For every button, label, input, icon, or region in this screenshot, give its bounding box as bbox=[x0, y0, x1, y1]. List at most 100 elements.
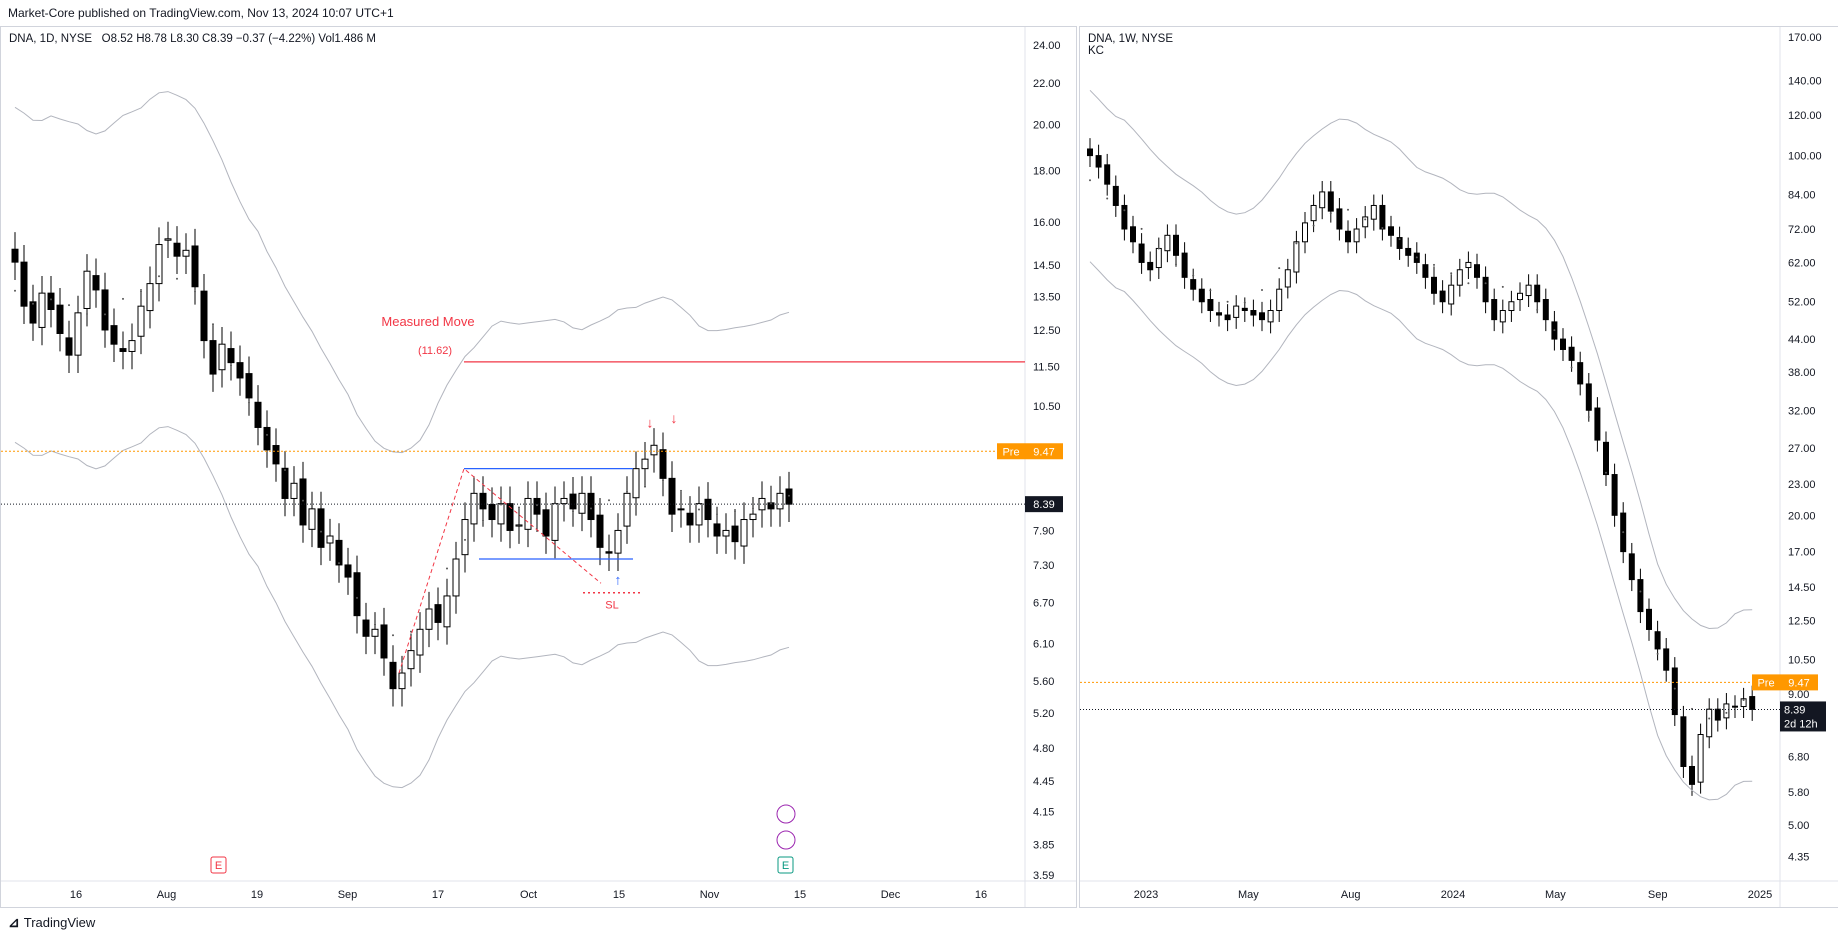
candle-body bbox=[1749, 696, 1756, 710]
price-tick-label: 7.30 bbox=[1033, 560, 1054, 572]
candle-body bbox=[668, 477, 676, 515]
time-tick-label: Aug bbox=[157, 889, 177, 901]
price-tick-label: 20.00 bbox=[1788, 510, 1816, 522]
candle-body bbox=[1585, 383, 1592, 411]
price-tick-label: 16.00 bbox=[1033, 217, 1061, 229]
keltner-mid-dot bbox=[1605, 471, 1607, 474]
keltner-mid-dot bbox=[1261, 289, 1263, 292]
keltner-mid-dot bbox=[1450, 272, 1453, 275]
weekly-chart-svg[interactable]: 170.00 140.00 120.00 100.00 84.00 72.00 62.00 5… bbox=[1080, 27, 1838, 907]
candle-body bbox=[425, 608, 433, 630]
keltner-mid-dot bbox=[320, 530, 322, 533]
candle-body bbox=[560, 497, 568, 505]
price-tick-label: 10.50 bbox=[1033, 401, 1061, 413]
keltner-mid-dot bbox=[158, 275, 160, 278]
pre-market-price-label: 9.47 bbox=[1033, 446, 1054, 458]
candle-body bbox=[218, 343, 226, 371]
candle-body bbox=[101, 289, 109, 331]
candle-body bbox=[731, 525, 739, 543]
time-tick-label: Sep bbox=[338, 889, 358, 901]
keltner-mid-dot bbox=[1381, 226, 1384, 229]
candle-body bbox=[1525, 284, 1532, 297]
candle-body bbox=[686, 512, 694, 526]
keltner-mid-dot bbox=[194, 290, 196, 293]
keltner-mid-dot bbox=[1157, 247, 1160, 250]
keltner-mid-dot bbox=[1140, 227, 1143, 230]
keltner-mid-dot bbox=[554, 501, 556, 504]
daily-chart-svg[interactable]: 24.00 22.00 20.00 18.00 16.00 14.50 13.50 12.50… bbox=[1, 27, 1076, 907]
time-tick-label: 2023 bbox=[1134, 889, 1158, 901]
candle-body bbox=[659, 449, 667, 479]
chart-panel-daily[interactable]: DNA, 1D, NYSE O8.52 H8.78 L8.30 C8.39 −0… bbox=[0, 26, 1077, 908]
keltner-mid-dot bbox=[392, 634, 394, 637]
chart-panel-weekly[interactable]: DNA, 1W, NYSE KC 170.00 140.00 120.00 100.0… bbox=[1079, 26, 1838, 908]
keltner-mid-dot bbox=[698, 508, 700, 511]
keltner-mid-dot bbox=[1519, 299, 1521, 302]
candle-body bbox=[1087, 148, 1093, 157]
time-tick-label: Nov bbox=[700, 889, 720, 901]
candle-body bbox=[326, 535, 334, 544]
candle-body bbox=[1164, 234, 1171, 252]
pre-market-price-tag bbox=[1025, 443, 1063, 460]
keltner-mid-dot bbox=[1398, 238, 1401, 241]
countdown-label: 2d 12h bbox=[1784, 718, 1818, 730]
candle-body bbox=[1138, 243, 1145, 263]
keltner-lower-band bbox=[1089, 261, 1753, 801]
price-tick-label: 14.50 bbox=[1033, 260, 1061, 272]
pattern-dashed-line bbox=[398, 467, 602, 674]
keltner-mid-dot bbox=[1656, 652, 1659, 655]
candle-body bbox=[29, 301, 37, 324]
keltner-mid-dot bbox=[734, 510, 736, 513]
up-arrow-icon: ↑ bbox=[615, 572, 622, 588]
candle-body bbox=[1568, 346, 1575, 361]
keltner-mid-dot bbox=[32, 302, 34, 305]
candle-body bbox=[1405, 247, 1412, 256]
price-tick-label: 12.50 bbox=[1033, 325, 1061, 337]
keltner-mid-dot bbox=[374, 623, 376, 626]
price-tick-label: 22.00 bbox=[1033, 78, 1061, 90]
indicator-label: KC bbox=[1088, 45, 1104, 57]
keltner-mid-dot bbox=[1226, 300, 1229, 303]
candle-body bbox=[1723, 703, 1730, 719]
candle-body bbox=[1207, 299, 1214, 312]
candle-body bbox=[695, 503, 703, 526]
earnings-badge-label: E bbox=[782, 860, 789, 872]
candle-body bbox=[1276, 288, 1283, 312]
keltner-mid-dot bbox=[500, 503, 502, 506]
candle-body bbox=[362, 619, 370, 637]
candle-body bbox=[1474, 264, 1480, 278]
candle-body bbox=[137, 305, 145, 337]
keltner-mid-dot bbox=[608, 499, 610, 502]
candle-body bbox=[1456, 269, 1463, 286]
candle-body bbox=[470, 492, 478, 525]
candle-body bbox=[1671, 667, 1678, 716]
candle-body bbox=[200, 290, 208, 342]
candle-body bbox=[344, 564, 352, 578]
candle-body bbox=[155, 244, 163, 285]
keltner-mid-dot bbox=[716, 513, 718, 516]
candle-body bbox=[416, 628, 424, 656]
candle-body bbox=[191, 245, 199, 288]
candle-body bbox=[542, 509, 550, 537]
price-tick-label: 32.00 bbox=[1788, 405, 1816, 417]
candle-body bbox=[1740, 698, 1747, 708]
footer-brand[interactable]: ⊿ TradingView bbox=[8, 914, 95, 931]
tradingview-logo-icon: ⊿ bbox=[8, 914, 20, 930]
keltner-mid-dot bbox=[1089, 179, 1091, 182]
keltner-mid-dot bbox=[536, 504, 538, 507]
candle-body bbox=[1654, 631, 1661, 650]
earnings-badge bbox=[210, 856, 227, 874]
candle-body bbox=[1353, 228, 1360, 243]
price-tick-label: 10.50 bbox=[1788, 654, 1816, 666]
price-tick-label: 11.50 bbox=[1033, 361, 1060, 373]
keltner-mid-dot bbox=[1725, 711, 1728, 714]
keltner-upper-band bbox=[14, 91, 790, 454]
down-arrow-icon: ↓ bbox=[671, 410, 678, 426]
keltner-mid-dot bbox=[212, 323, 214, 326]
keltner-mid-dot bbox=[1501, 285, 1504, 288]
pre-market-tag bbox=[1752, 674, 1780, 691]
pre-market-price-tag bbox=[1780, 674, 1818, 691]
time-tick-label: 15 bbox=[794, 889, 806, 901]
price-tick-label: 6.70 bbox=[1033, 597, 1054, 609]
candle-body bbox=[92, 275, 100, 291]
